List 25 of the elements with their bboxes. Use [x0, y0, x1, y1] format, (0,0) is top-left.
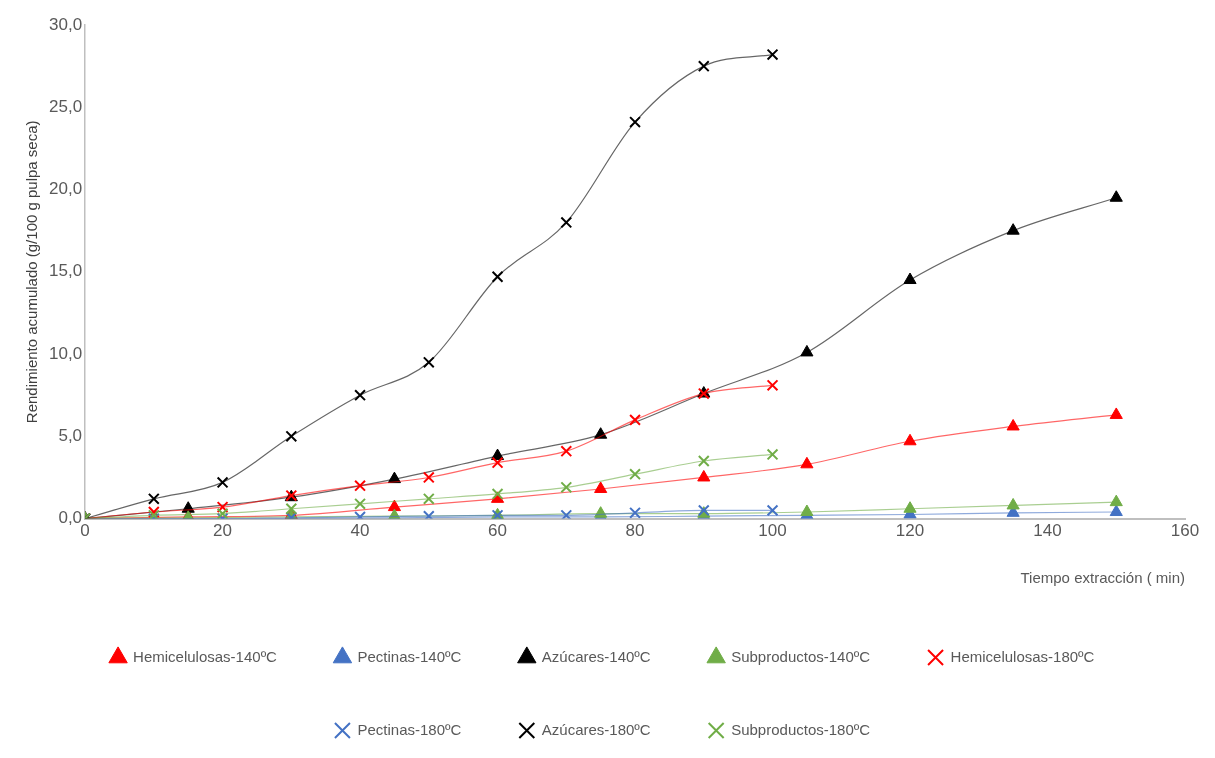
- y-tick-label: 10,0: [48, 343, 83, 363]
- x-tick-label: 20: [213, 521, 233, 541]
- legend-label: Azúcares-140ºC: [541, 647, 651, 665]
- legend-label: Subproductos-140ºC: [731, 647, 871, 665]
- x-tick-label: 100: [758, 521, 787, 541]
- y-tick-label: 15,0: [48, 261, 83, 281]
- x-tick-label: 120: [895, 521, 925, 541]
- x-tick-label: 80: [625, 521, 645, 541]
- legend-label: Subproductos-180ºC: [731, 720, 871, 738]
- y-axis-title: Rendimiento acumulado (g/100 g pulpa seca): [23, 120, 41, 424]
- x-tick-label: 60: [488, 521, 508, 541]
- x-tick-label: 40: [350, 521, 370, 541]
- x-tick-label: 160: [1170, 521, 1200, 541]
- legend-label: Azúcares-180ºC: [541, 720, 651, 738]
- legend-label: Pectinas-180ºC: [357, 720, 462, 738]
- y-tick-label: 20,0: [48, 179, 83, 199]
- x-tick-label: 140: [1033, 521, 1062, 541]
- legend-label: Pectinas-140ºC: [357, 647, 462, 665]
- legend-label: Hemicelulosas-180ºC: [950, 647, 1095, 665]
- x-axis-title: Tiempo extracción ( min): [1020, 569, 1185, 587]
- y-tick-label: 5,0: [58, 426, 83, 446]
- x-tick-label: 0: [80, 521, 90, 541]
- y-tick-label: 25,0: [48, 96, 83, 116]
- legend-label: Hemicelulosas-140ºC: [133, 647, 278, 665]
- y-tick-label: 30,0: [48, 14, 83, 34]
